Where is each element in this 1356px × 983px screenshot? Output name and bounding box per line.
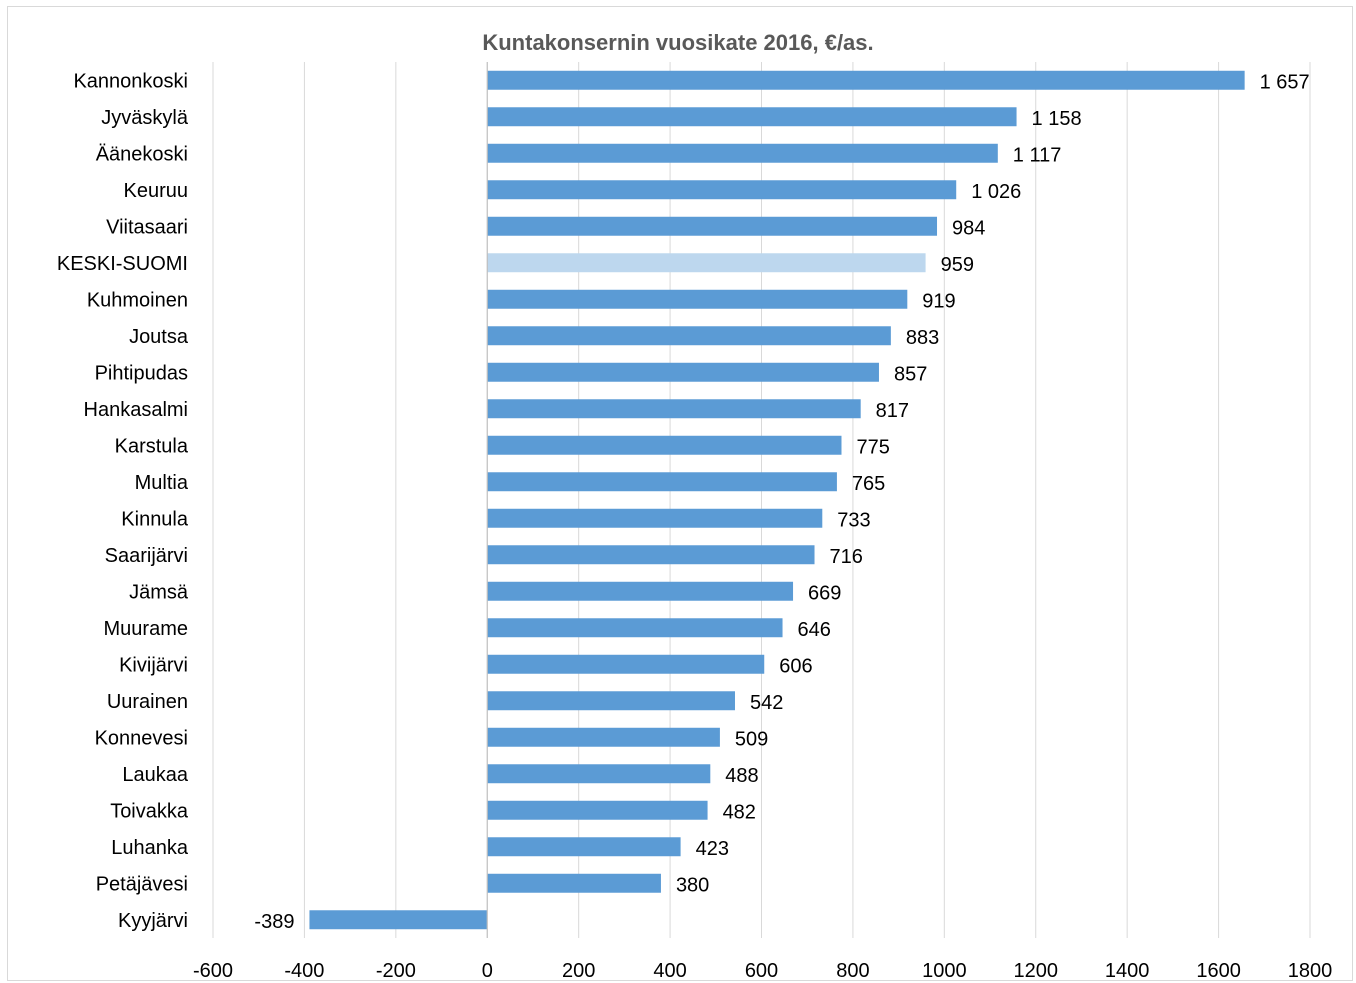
x-tick-label: 400 xyxy=(653,960,686,982)
category-label: Kuhmoinen xyxy=(87,289,188,311)
data-label: 1 117 xyxy=(1013,144,1062,166)
bar xyxy=(487,435,842,455)
bar xyxy=(487,837,681,857)
data-label: 959 xyxy=(941,254,974,276)
category-label: Uurainen xyxy=(107,691,188,713)
bar xyxy=(487,618,783,638)
x-tick-label: 800 xyxy=(836,960,869,982)
chart-title: Kuntakonsernin vuosikate 2016, €/as. xyxy=(482,30,874,55)
bars xyxy=(309,70,1245,930)
data-label: 857 xyxy=(894,363,927,385)
bar xyxy=(487,654,765,674)
data-label: 883 xyxy=(906,327,939,349)
data-label: 1 026 xyxy=(971,181,1021,203)
category-label: Karstula xyxy=(115,435,189,457)
data-label: 646 xyxy=(798,619,831,641)
bar xyxy=(487,143,998,163)
data-label: 380 xyxy=(676,874,709,896)
bar xyxy=(487,727,720,747)
x-tick-label: 600 xyxy=(745,960,778,982)
bar xyxy=(487,800,708,820)
gridlines xyxy=(212,62,1311,938)
x-tick-label: 0 xyxy=(482,960,493,982)
data-label: 423 xyxy=(696,838,729,860)
category-label: Petäjävesi xyxy=(96,873,188,895)
category-label: Toivakka xyxy=(110,800,189,822)
category-label: Konnevesi xyxy=(95,727,188,749)
category-label: Luhanka xyxy=(111,837,189,859)
data-label: 482 xyxy=(723,801,756,823)
data-label: 733 xyxy=(837,509,870,531)
category-label: Jyväskylä xyxy=(101,107,189,129)
bar xyxy=(487,399,861,419)
bar xyxy=(487,691,735,711)
x-tick-label: 1600 xyxy=(1196,960,1241,982)
data-label: 765 xyxy=(852,473,885,495)
bar xyxy=(487,873,661,893)
data-label: 1 657 xyxy=(1260,71,1310,93)
category-label: Keuruu xyxy=(124,180,189,202)
data-label: 919 xyxy=(922,290,955,312)
bar xyxy=(309,910,488,930)
data-label: 716 xyxy=(830,546,863,568)
x-tick-label: 1200 xyxy=(1014,960,1059,982)
data-label: 509 xyxy=(735,728,768,750)
data-label: 488 xyxy=(725,765,758,787)
bar xyxy=(487,326,891,346)
category-label: Kyyjärvi xyxy=(118,910,188,932)
category-label: Äänekoski xyxy=(96,143,188,165)
category-label: Muurame xyxy=(104,618,188,640)
category-label: KESKI-SUOMI xyxy=(57,253,188,275)
x-tick-label: -600 xyxy=(193,960,233,982)
data-label: 669 xyxy=(808,582,841,604)
category-label: Hankasalmi xyxy=(84,399,188,421)
bar xyxy=(487,764,711,784)
data-label: 1 158 xyxy=(1032,108,1082,130)
category-label: Joutsa xyxy=(129,326,189,348)
bar xyxy=(487,545,815,565)
bar xyxy=(487,253,926,273)
data-label: -389 xyxy=(254,911,294,933)
bar xyxy=(487,472,837,492)
data-label: 775 xyxy=(856,436,889,458)
x-tick-label: -400 xyxy=(284,960,324,982)
x-tick-label: 1000 xyxy=(922,960,967,982)
category-label: Jämsä xyxy=(129,581,189,603)
bar xyxy=(487,216,938,236)
bar xyxy=(487,289,908,309)
bar xyxy=(487,581,794,601)
x-tick-label: 1800 xyxy=(1288,960,1333,982)
bar xyxy=(487,107,1017,127)
bar xyxy=(487,362,879,382)
data-label: 984 xyxy=(952,217,985,239)
category-label: Saarijärvi xyxy=(105,545,188,567)
x-tick-label: 200 xyxy=(562,960,595,982)
category-label: Kivijärvi xyxy=(119,654,188,676)
bar xyxy=(487,180,957,200)
category-label: Kannonkoski xyxy=(73,70,188,92)
category-label: Pihtipudas xyxy=(95,362,188,384)
data-label: 606 xyxy=(779,655,812,677)
category-label: Kinnula xyxy=(121,508,189,530)
labels: -600 -400 -200 0 200 400 600 800 1000 1200 1400 160… xyxy=(57,70,1332,982)
data-label: 817 xyxy=(876,400,909,422)
data-label: 542 xyxy=(750,692,783,714)
category-label: Viitasaari xyxy=(106,216,188,238)
bar xyxy=(487,70,1245,90)
category-label: Multia xyxy=(135,472,189,494)
category-label: Laukaa xyxy=(122,764,188,786)
x-tick-label: -200 xyxy=(376,960,416,982)
x-tick-label: 1400 xyxy=(1105,960,1150,982)
bar xyxy=(487,508,823,528)
